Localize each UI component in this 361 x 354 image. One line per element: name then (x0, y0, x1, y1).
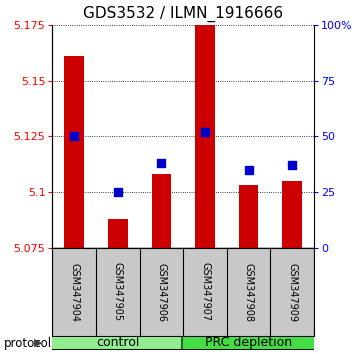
FancyBboxPatch shape (182, 336, 316, 350)
Bar (108, 219, 127, 248)
Point (290, 162, 295, 168)
Text: ▶: ▶ (34, 338, 42, 348)
Text: control: control (96, 336, 139, 349)
Text: GSM347908: GSM347908 (244, 263, 254, 321)
Bar (195, 25, 215, 248)
Bar (64, 56, 84, 248)
Text: protocol: protocol (4, 337, 52, 349)
Point (246, 167, 252, 173)
Bar (239, 185, 258, 248)
Text: GSM347909: GSM347909 (287, 263, 297, 321)
Text: GSM347907: GSM347907 (200, 262, 210, 322)
FancyBboxPatch shape (51, 336, 184, 350)
Point (158, 160, 164, 166)
Bar (282, 181, 302, 248)
Point (202, 129, 208, 135)
Text: GSM347904: GSM347904 (69, 263, 79, 321)
Point (115, 189, 121, 195)
Text: PRC depletion: PRC depletion (205, 336, 292, 349)
Bar (152, 174, 171, 248)
Text: GSM347906: GSM347906 (156, 263, 166, 321)
Point (71, 133, 77, 139)
Text: GSM347905: GSM347905 (113, 262, 123, 322)
Title: GDS3532 / ILMN_1916666: GDS3532 / ILMN_1916666 (83, 6, 283, 22)
